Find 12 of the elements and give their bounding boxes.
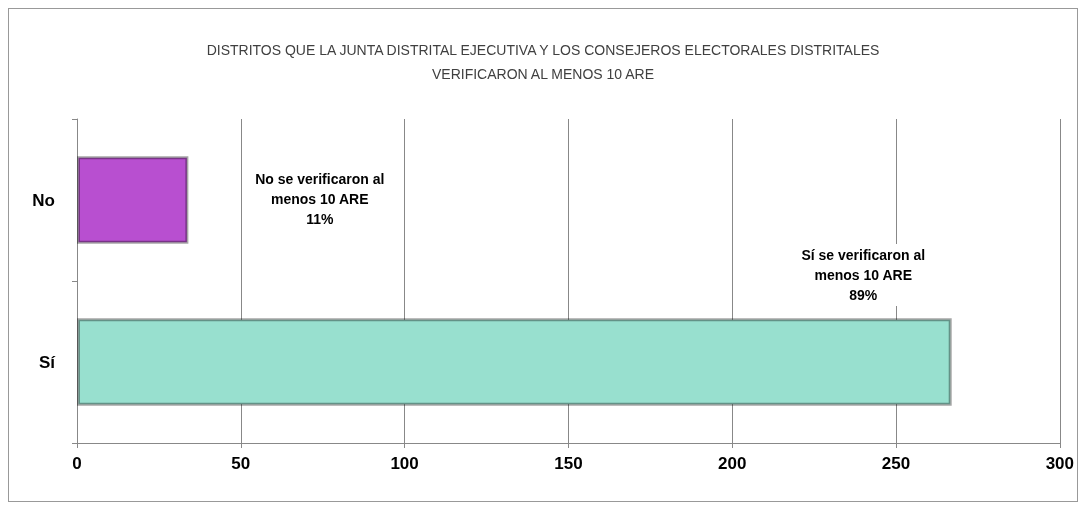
y-tick-label: Sí	[38, 352, 57, 372]
x-tick-label: 50	[231, 454, 251, 473]
x-tick-label: 0	[72, 454, 82, 473]
x-tick-label: 100	[390, 454, 419, 473]
chart-title: DISTRITOS QUE LA JUNTA DISTRITAL EJECUTIVA Y LOS CONSEJEROS ELECTORALES DISTRITALES VERIFICARON AL MENOS 10 ARE	[206, 42, 880, 82]
y-tick-label: No	[32, 190, 55, 210]
x-tick-label: 150	[554, 454, 583, 473]
x-tick-label: 200	[718, 454, 747, 473]
x-tick-label: 300	[1045, 454, 1075, 473]
x-tick-label: 250	[881, 454, 911, 473]
annotation: Sí se verificaron al menos 10 ARE 89%	[801, 247, 926, 303]
annotation: No se verificaron al menos 10 ARE 11%	[255, 171, 385, 227]
